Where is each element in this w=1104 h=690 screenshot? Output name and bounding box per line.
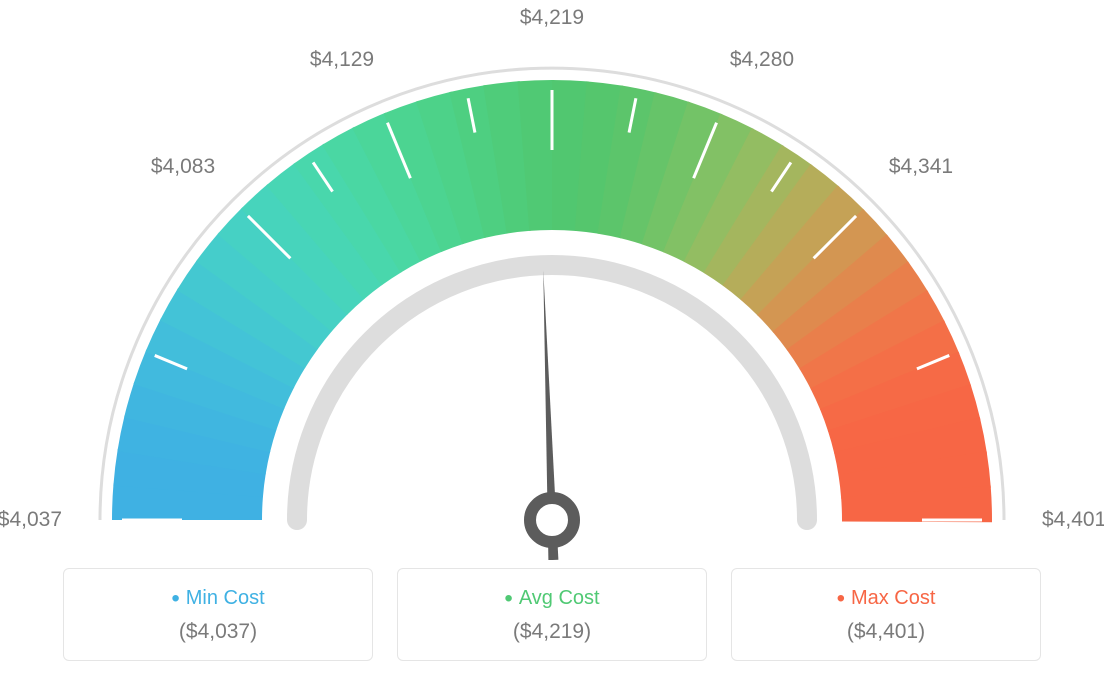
gauge-tick-label: $4,341 xyxy=(889,154,953,178)
gauge-tick-label: $4,401 xyxy=(1042,508,1104,532)
dot-icon: • xyxy=(504,585,512,612)
legend-row: • Min Cost ($4,037) • Avg Cost ($4,219) • Max C… xyxy=(0,568,1104,661)
dot-icon: • xyxy=(171,585,179,612)
legend-card-title-text: Min Cost xyxy=(186,587,265,609)
legend-card-title-text: Max Cost xyxy=(851,587,935,609)
legend-card: • Avg Cost ($4,219) xyxy=(397,568,707,661)
legend-card-value: ($4,401) xyxy=(732,620,1040,644)
gauge-tick-label: $4,280 xyxy=(730,48,794,72)
legend-card-title: • Avg Cost xyxy=(398,587,706,610)
gauge-needle-hub xyxy=(530,498,574,542)
dot-icon: • xyxy=(837,585,845,612)
legend-card-value: ($4,219) xyxy=(398,620,706,644)
legend-card-title: • Min Cost xyxy=(64,587,372,610)
gauge-container: $4,037 $4,083 $4,129 $4,219 $4,280 $4,341 $4,4… xyxy=(0,0,1104,560)
legend-card-title: • Max Cost xyxy=(732,587,1040,610)
legend-card-title-text: Avg Cost xyxy=(519,587,600,609)
legend-card: • Min Cost ($4,037) xyxy=(63,568,373,661)
gauge-tick-label: $4,219 xyxy=(520,6,584,30)
legend-card-value: ($4,037) xyxy=(64,620,372,644)
legend-card: • Max Cost ($4,401) xyxy=(731,568,1041,661)
gauge-tick-label: $4,129 xyxy=(310,48,374,72)
gauge-chart xyxy=(0,0,1104,560)
gauge-tick-label: $4,037 xyxy=(0,508,62,532)
gauge-tick-label: $4,083 xyxy=(151,154,215,178)
